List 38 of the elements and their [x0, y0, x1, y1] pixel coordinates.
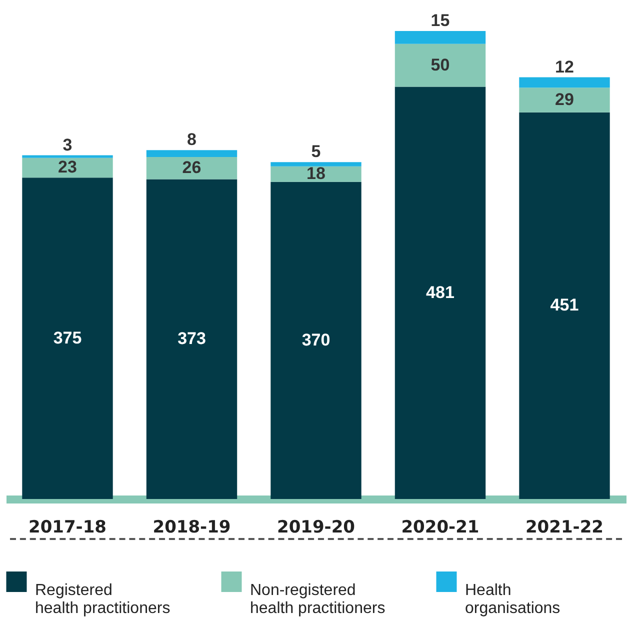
data-label: 50 — [430, 55, 450, 74]
bar — [22, 158, 113, 178]
data-label: 373 — [178, 329, 206, 348]
data-label: 451 — [550, 296, 579, 315]
legend-label: Registered health practitioners — [35, 582, 170, 617]
bar — [22, 155, 113, 158]
data-label: 370 — [302, 330, 330, 350]
x-tick-label: 2021-22 — [525, 518, 604, 538]
bar — [146, 179, 238, 499]
data-label: 8 — [187, 130, 196, 150]
x-tick-label: 2019-20 — [276, 518, 356, 538]
bar — [394, 31, 486, 44]
bar — [22, 178, 113, 499]
data-label: 12 — [555, 57, 574, 76]
data-label: 3 — [62, 135, 72, 154]
bar — [146, 150, 238, 157]
data-label: 15 — [430, 11, 450, 30]
data-label: 26 — [182, 158, 202, 178]
legend-label: Health organisations — [465, 582, 560, 617]
bar — [519, 88, 610, 112]
bar — [270, 166, 362, 182]
data-label: 23 — [58, 158, 77, 177]
data-label: 18 — [306, 164, 326, 184]
data-label: 481 — [426, 282, 454, 302]
legend-label: Non-registered health practitioners — [250, 582, 386, 617]
data-label: 375 — [53, 328, 82, 348]
bar — [394, 44, 486, 87]
x-tick-label: 2020-21 — [401, 518, 480, 538]
data-label: 29 — [555, 90, 574, 109]
x-tick-label: 2018-19 — [152, 518, 231, 538]
bar — [394, 86, 486, 499]
bar — [270, 182, 362, 499]
bar — [519, 112, 610, 499]
x-tick-label: 2017-18 — [28, 518, 107, 538]
data-label: 5 — [311, 142, 321, 162]
bar — [519, 77, 610, 88]
bar — [146, 157, 238, 180]
bar — [270, 162, 362, 166]
